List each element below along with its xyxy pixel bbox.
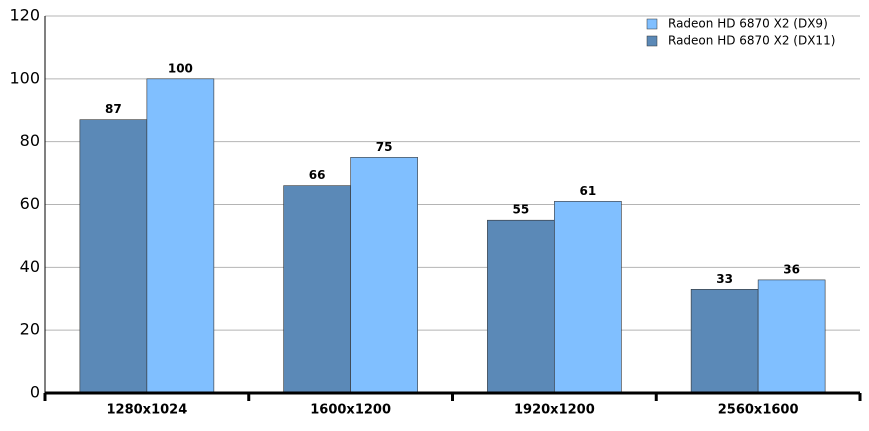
value-label: 66 (309, 168, 326, 182)
bar (554, 201, 622, 394)
y-tick-label: 20 (20, 320, 40, 339)
y-tick-label: 100 (9, 68, 40, 87)
value-label: 55 (513, 203, 530, 217)
bar (283, 185, 351, 394)
y-tick-label: 0 (30, 383, 40, 402)
value-label: 36 (783, 262, 800, 276)
value-label: 33 (716, 272, 733, 286)
bar (350, 157, 418, 394)
bar (487, 219, 555, 394)
x-tick-label: 1280x1024 (107, 403, 188, 418)
bar (79, 119, 148, 394)
y-tick-label: 80 (20, 131, 40, 150)
x-tick-label: 1920x1200 (514, 403, 595, 418)
bar (757, 279, 826, 394)
y-tick-label: 40 (20, 257, 40, 276)
legend-swatch (646, 35, 658, 47)
x-tick-label: 1600x1200 (310, 403, 391, 418)
x-tick-label: 2560x1600 (718, 403, 799, 418)
legend-label: Radeon HD 6870 X2 (DX11) (668, 34, 835, 48)
y-tick-label: 120 (9, 6, 40, 25)
value-label: 75 (376, 140, 393, 154)
legend-label: Radeon HD 6870 X2 (DX9) (668, 17, 828, 31)
bar (690, 289, 759, 394)
legend-swatch (646, 18, 658, 30)
value-label: 87 (105, 102, 122, 116)
value-label: 100 (168, 61, 193, 75)
bar (146, 78, 215, 394)
y-tick-label: 60 (20, 194, 40, 213)
value-label: 61 (580, 184, 597, 198)
